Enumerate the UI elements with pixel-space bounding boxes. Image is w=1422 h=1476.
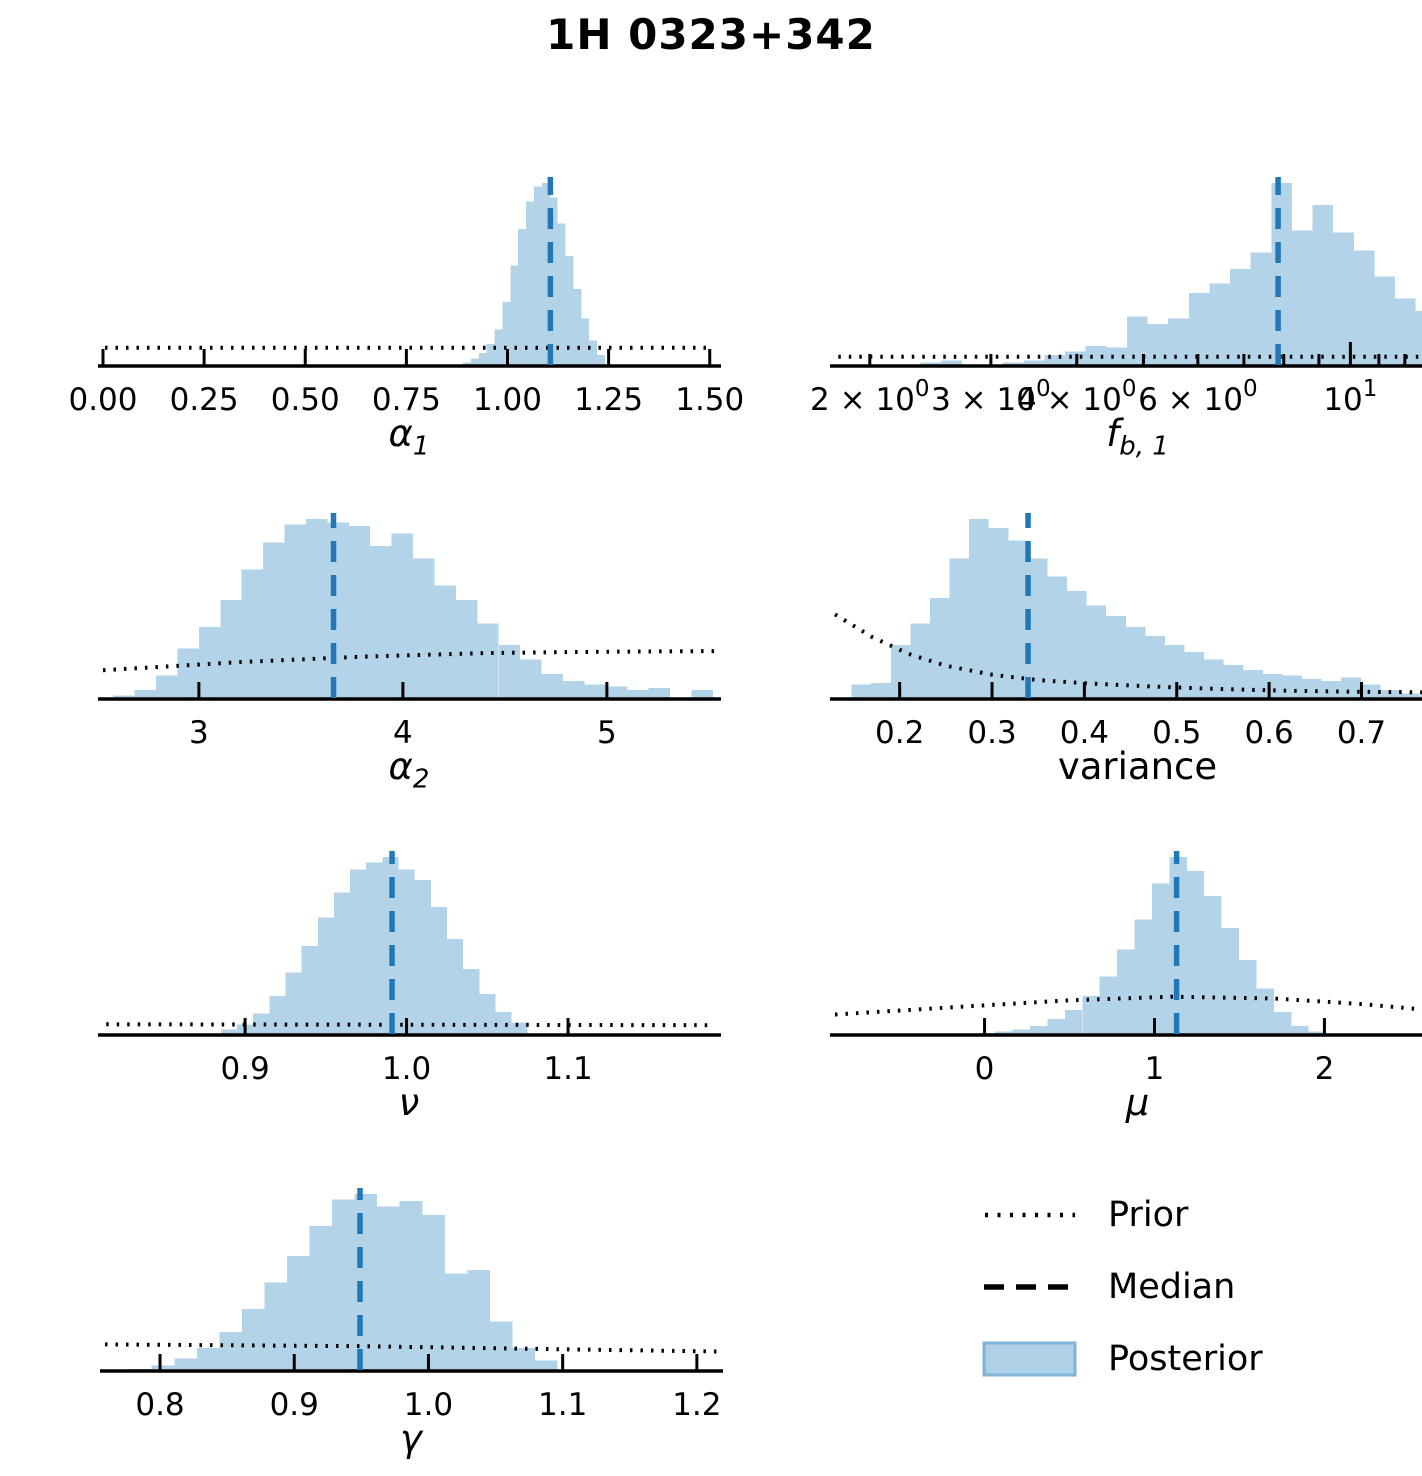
- median-dashed-line-sample: [984, 1284, 1076, 1290]
- panel-nu: 0.9 1.0 1.1 ν: [68, 821, 750, 1151]
- svg-text:1.0: 1.0: [382, 1051, 431, 1087]
- variance-histogram-plot: 0.2 0.3 0.4 0.5 0.6 0.7: [830, 513, 1422, 751]
- svg-text:2: 2: [1315, 1051, 1335, 1087]
- panel-fb1: 2 × 100 3 × 100 4 × 100 6 × 100 101 fb, 1: [800, 152, 1422, 482]
- svg-text:6 × 100: 6 × 100: [1138, 376, 1258, 418]
- svg-text:1.25: 1.25: [574, 382, 643, 418]
- svg-text:0.2: 0.2: [875, 715, 924, 751]
- svg-text:0.75: 0.75: [372, 382, 441, 418]
- legend-item-prior: Prior: [982, 1192, 1263, 1238]
- svg-text:0.25: 0.25: [170, 382, 239, 418]
- mu-histogram-plot: 0 1 2: [830, 851, 1422, 1087]
- axis-label-mu: μ: [800, 1081, 1422, 1130]
- alpha2-histogram-plot: 3 4 5: [98, 513, 721, 751]
- svg-text:0.7: 0.7: [1337, 715, 1386, 751]
- axis-label-fb1: fb, 1: [800, 412, 1422, 462]
- posterior-patch-sample: [982, 1341, 1077, 1377]
- svg-text:1.0: 1.0: [404, 1387, 453, 1423]
- legend: Prior Median Posterior: [982, 1192, 1263, 1408]
- axis-label-subscript: 2: [412, 764, 430, 795]
- axis-label-text: f: [1106, 412, 1120, 455]
- svg-text:0.50: 0.50: [271, 382, 340, 418]
- axis-label-text: variance: [1057, 745, 1218, 788]
- axis-label-alpha2: α2: [68, 745, 750, 795]
- alpha1-histogram-plot: 0.00 0.25 0.50 0.75 1.00 1.25 1.50: [68, 177, 744, 418]
- axis-label-text: ν: [398, 1081, 420, 1124]
- figure-title: 1H 0323+342: [546, 10, 876, 59]
- prior-dotted-line-sample: [985, 1212, 1075, 1218]
- svg-text:0: 0: [975, 1051, 995, 1087]
- svg-text:1: 1: [1145, 1051, 1165, 1087]
- legend-item-posterior: Posterior: [982, 1336, 1263, 1382]
- axis-label-variance: variance: [800, 745, 1422, 794]
- svg-text:1.1: 1.1: [538, 1387, 587, 1423]
- axis-label-subscript: b, 1: [1119, 431, 1169, 462]
- svg-text:0.9: 0.9: [220, 1051, 269, 1087]
- svg-text:4: 4: [393, 715, 413, 751]
- legend-label-posterior: Posterior: [1108, 1339, 1263, 1379]
- panel-gamma: 0.8 0.9 1.0 1.1 1.2 γ: [70, 1157, 752, 1476]
- svg-text:2 × 100: 2 × 100: [810, 376, 930, 418]
- axis-label-alpha1: α1: [68, 412, 750, 462]
- svg-text:5: 5: [597, 715, 617, 751]
- panel-mu: 0 1 2 μ: [800, 821, 1422, 1151]
- svg-text:0.9: 0.9: [270, 1387, 319, 1423]
- axis-label-text: α: [388, 745, 413, 788]
- panel-alpha1: 0.00 0.25 0.50 0.75 1.00 1.25 1.50 α1: [68, 152, 750, 482]
- panel-variance: 0.2 0.3 0.4 0.5 0.6 0.7 variance: [800, 485, 1422, 815]
- svg-text:0.6: 0.6: [1244, 715, 1293, 751]
- legend-label-prior: Prior: [1108, 1195, 1189, 1235]
- svg-text:1.2: 1.2: [672, 1387, 721, 1423]
- axis-label-text: γ: [400, 1417, 422, 1460]
- axis-label-gamma: γ: [70, 1417, 752, 1466]
- panel-alpha2: 3 4 5 α2: [68, 485, 750, 815]
- svg-text:1.00: 1.00: [473, 382, 542, 418]
- svg-text:1.50: 1.50: [675, 382, 744, 418]
- legend-label-median: Median: [1108, 1267, 1236, 1307]
- axis-label-text: α: [388, 412, 413, 455]
- svg-text:0.4: 0.4: [1060, 715, 1109, 751]
- svg-text:101: 101: [1323, 376, 1377, 418]
- legend-item-median: Median: [982, 1264, 1263, 1310]
- axis-label-subscript: 1: [412, 431, 430, 462]
- svg-text:0.8: 0.8: [135, 1387, 184, 1423]
- axis-label-text: μ: [1125, 1081, 1150, 1124]
- svg-text:4 × 100: 4 × 100: [1017, 376, 1136, 418]
- svg-text:3 × 100: 3 × 100: [931, 376, 1051, 418]
- svg-text:0.3: 0.3: [967, 715, 1016, 751]
- svg-text:3: 3: [189, 715, 209, 751]
- gamma-histogram-plot: 0.8 0.9 1.0 1.1 1.2: [100, 1188, 723, 1423]
- svg-text:1.1: 1.1: [543, 1051, 592, 1087]
- nu-histogram-plot: 0.9 1.0 1.1: [98, 851, 721, 1087]
- svg-text:0.5: 0.5: [1152, 715, 1201, 751]
- svg-text:0.00: 0.00: [68, 382, 137, 418]
- axis-label-nu: ν: [68, 1081, 750, 1130]
